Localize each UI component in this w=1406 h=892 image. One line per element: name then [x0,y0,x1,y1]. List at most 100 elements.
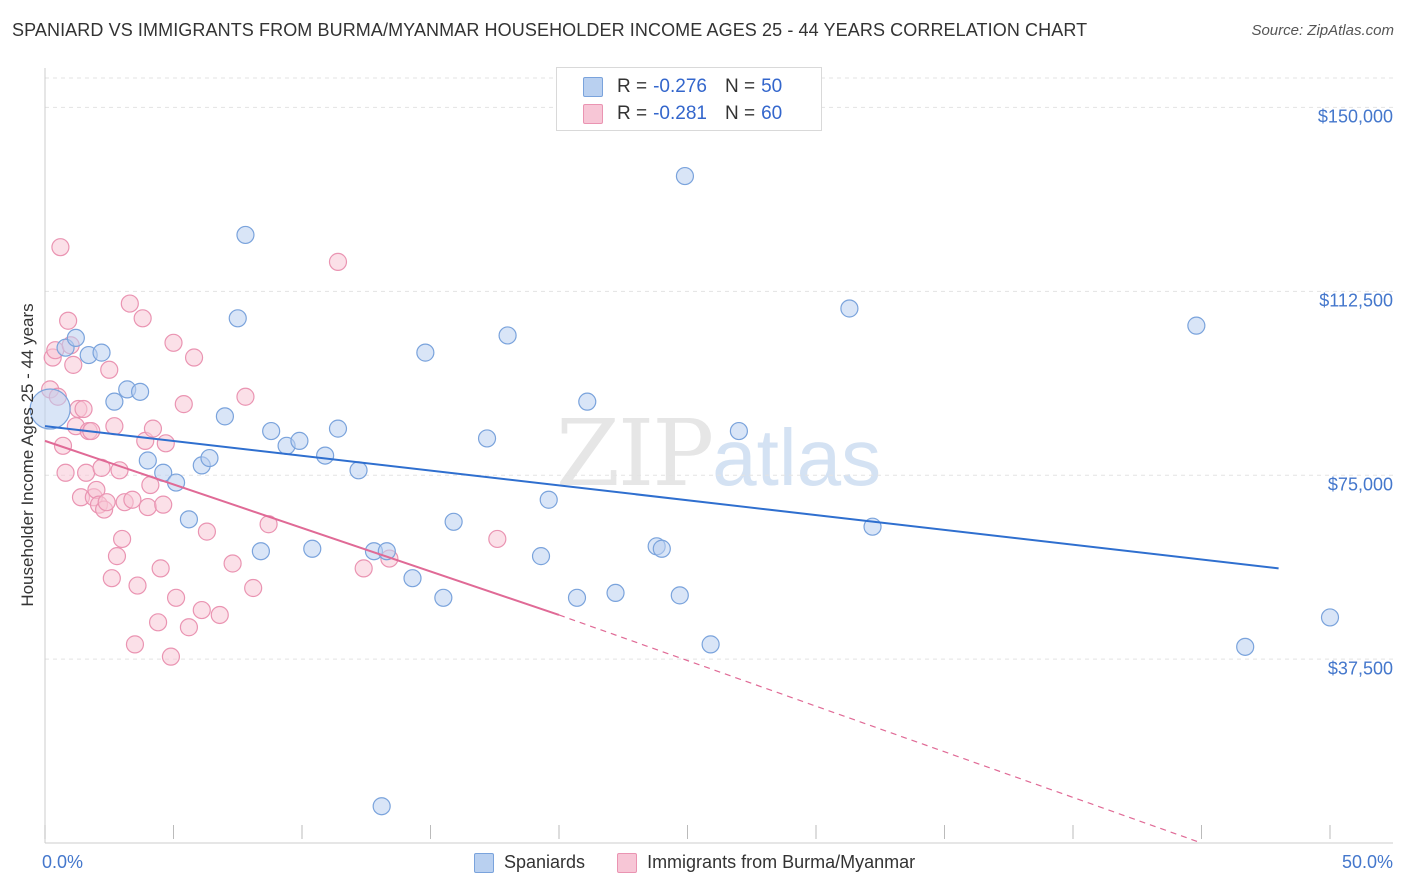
burma-point [97,493,116,512]
spaniard-point [29,388,71,430]
spaniard-point [416,343,435,362]
burma-point [354,559,373,578]
spaniard-point [138,451,157,470]
y-tick-label: $75,000 [1327,474,1393,495]
y-axis-label: Householder Income Ages 25 - 44 years [18,303,37,607]
spaniard-point [328,419,348,438]
legend-row-burma: R = -0.281 N = 60 [583,103,782,125]
spaniard-point [1236,637,1255,656]
spaniard-point [403,569,422,588]
burma-point [120,294,139,313]
burma-point [223,554,242,573]
spaniard-point [316,446,335,465]
burma-point [128,576,147,595]
legend-n-value: 60 [761,103,783,124]
burma-point [197,522,217,541]
spaniard-point [567,588,587,607]
trend-lines [44,425,1279,844]
spaniard-point [578,392,597,411]
spaniard-point [840,299,859,318]
burma-point [56,463,75,482]
spaniard-point [262,421,281,441]
spaniard-point [349,461,368,480]
burma-point [156,434,175,453]
burma-point [148,613,168,632]
legend-swatch-blue [583,77,603,97]
burma-point [125,635,145,654]
burma-point [488,529,507,549]
spaniard-point [251,542,270,561]
spaniard-point [236,225,255,245]
y-tick-label: $37,500 [1327,658,1393,679]
burma-point [151,559,170,578]
y-tick-label: $150,000 [1317,106,1393,127]
spaniard-point [200,448,219,468]
series-legend: Spaniards Immigrants from Burma/Myanmar [474,852,947,873]
burma-point [192,600,211,620]
legend-row-spaniards: R = -0.276 N = 50 [583,76,782,98]
spaniard-point [652,539,671,558]
legend-label-burma: Immigrants from Burma/Myanmar [647,852,916,872]
spaniard-point [303,539,322,558]
axes [44,68,1393,844]
source-label: Source: ZipAtlas.com [1251,22,1394,39]
legend-n-label: N = [724,76,756,97]
spaniard-point [1320,608,1340,627]
burma-point [184,348,204,367]
burma-point [112,529,132,549]
burma-point [179,618,199,637]
burma-point [210,605,229,625]
burma-point [166,588,186,607]
spaniard-point [228,309,247,328]
spaniard-point [66,328,85,348]
burma-point [123,490,142,509]
burma-point [133,309,152,328]
legend-r-label: R = [617,103,648,124]
legend-n-value: 50 [761,76,783,97]
legend-swatch-pink [583,104,603,124]
burma-point [143,419,163,438]
burma-point [110,461,129,480]
y-tick-label: $112,500 [1319,290,1393,311]
legend-n-label: N = [724,103,756,124]
spaniard-point [701,635,720,654]
x-tick-min: 0.0% [42,852,84,872]
burma-point [59,311,78,330]
points-spaniards [29,166,1340,816]
legend-label-spaniards: Spaniards [504,852,586,872]
legend-r-value: -0.281 [653,103,707,124]
spaniard-point [444,512,463,531]
legend-item-burma[interactable]: Immigrants from Burma/Myanmar [617,852,915,873]
spaniard-point [372,797,391,816]
spaniard-point [130,382,150,401]
burma-trend-extension [558,614,1202,844]
spaniard-point [606,583,625,603]
legend-item-spaniards[interactable]: Spaniards [474,852,585,873]
spaniard-point [105,392,124,411]
spaniard-point [670,586,689,605]
burma-point [77,463,96,482]
burma-point [328,252,348,271]
burma-point [138,497,157,517]
burma-point [107,547,127,566]
legend-swatch-blue [474,852,494,873]
burma-point [244,578,263,598]
burma-point [51,238,70,257]
burma-point [236,387,255,406]
burma-point [102,569,121,588]
spaniard-point [675,166,695,186]
spaniard-point [215,407,234,426]
burma-point [64,355,83,374]
spaniard-point [92,343,111,362]
spaniard-point [498,326,517,345]
spaniard-point [434,588,453,607]
burma-point [53,436,73,455]
spaniard-point [1187,316,1206,335]
spaniard-point [290,431,309,450]
watermark-zip: ZIP [556,400,714,507]
spaniard-point [729,421,749,441]
legend-swatch-pink [617,852,638,873]
burma-point [105,417,124,436]
x-tick-max: 50.0% [1341,852,1393,872]
